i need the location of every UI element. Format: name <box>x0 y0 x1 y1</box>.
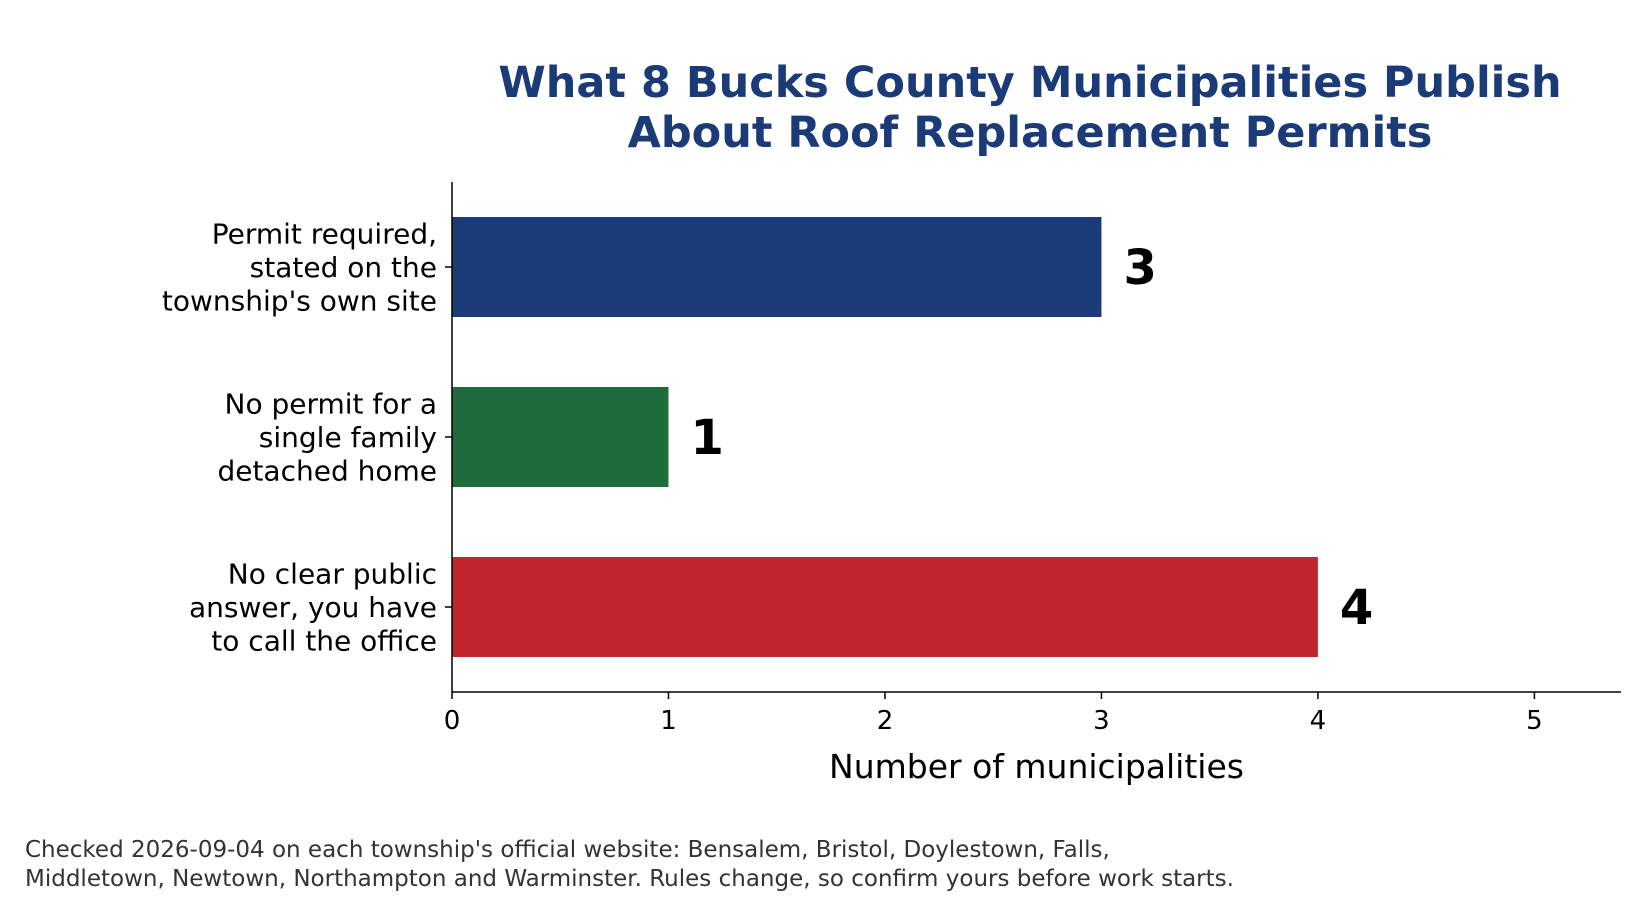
x-tick-label-5: 5 <box>1526 706 1543 736</box>
x-axis-label: Number of municipalities <box>829 747 1244 786</box>
footnote-line-2: Middletown, Newtown, Northampton and War… <box>25 866 1234 892</box>
category-label-2-line-3: detached home <box>217 455 437 488</box>
x-tick-label-1: 1 <box>660 706 677 736</box>
chart-title-line-1: What 8 Bucks County Municipalities Publi… <box>498 58 1561 108</box>
bar-3 <box>452 557 1318 657</box>
x-tick-label-0: 0 <box>444 706 461 736</box>
chart-title-line-2: About Roof Replacement Permits <box>628 108 1433 158</box>
x-tick-label-4: 4 <box>1310 706 1327 736</box>
plot-area: 3 Permit required,stated on thetownship's… <box>162 182 1621 786</box>
category-label-3-line-3: to call the office <box>211 625 437 658</box>
category-label-2-line-2: single family <box>259 421 437 454</box>
x-tick-label-2: 2 <box>877 706 894 736</box>
value-label-2: 1 <box>690 410 723 466</box>
category-label-3-line-2: answer, you have <box>189 591 437 624</box>
category-label-1-line-2: stated on the <box>250 251 437 284</box>
value-label-3: 4 <box>1340 580 1373 636</box>
value-label-1: 3 <box>1123 240 1156 296</box>
bar-2 <box>452 387 669 487</box>
bar-1 <box>452 217 1102 317</box>
category-label-1-line-1: Permit required, <box>212 218 437 251</box>
footnote-line-1: Checked 2026-09-04 on each township's of… <box>25 837 1110 863</box>
category-label-2-line-1: No permit for a <box>225 388 438 421</box>
category-label-3-line-1: No clear public <box>228 558 437 591</box>
x-tick-label-3: 3 <box>1093 706 1110 736</box>
footnote: Checked 2026-09-04 on each township's of… <box>25 836 1525 894</box>
category-label-1-line-3: township's own site <box>162 285 437 318</box>
